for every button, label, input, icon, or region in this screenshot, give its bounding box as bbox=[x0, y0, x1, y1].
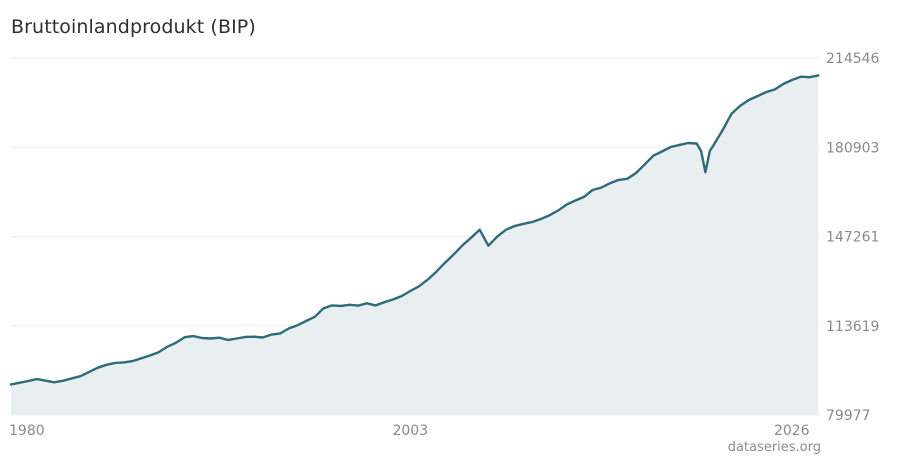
x-tick-label: 2003 bbox=[392, 423, 428, 439]
series-line bbox=[9, 74, 820, 386]
x-tick-label: 2026 bbox=[774, 423, 810, 439]
x-tick-label: 1980 bbox=[9, 423, 45, 439]
y-tick-label: 113619 bbox=[826, 319, 879, 335]
y-tick-label: 79977 bbox=[826, 408, 871, 424]
series-area bbox=[11, 75, 819, 416]
source-credit: dataseries.org bbox=[727, 440, 821, 455]
y-tick-label: 180903 bbox=[826, 140, 879, 156]
chart-title: Bruttoinlandprodukt (BIP) bbox=[11, 16, 256, 38]
y-tick-label: 214546 bbox=[826, 51, 880, 67]
y-tick-label: 147261 bbox=[826, 230, 879, 246]
series-points bbox=[10, 75, 819, 385]
x-axis: 1980 2003 2026 bbox=[9, 423, 810, 439]
y-axis: 79977 113619 147261 180903 214546 bbox=[826, 51, 880, 424]
